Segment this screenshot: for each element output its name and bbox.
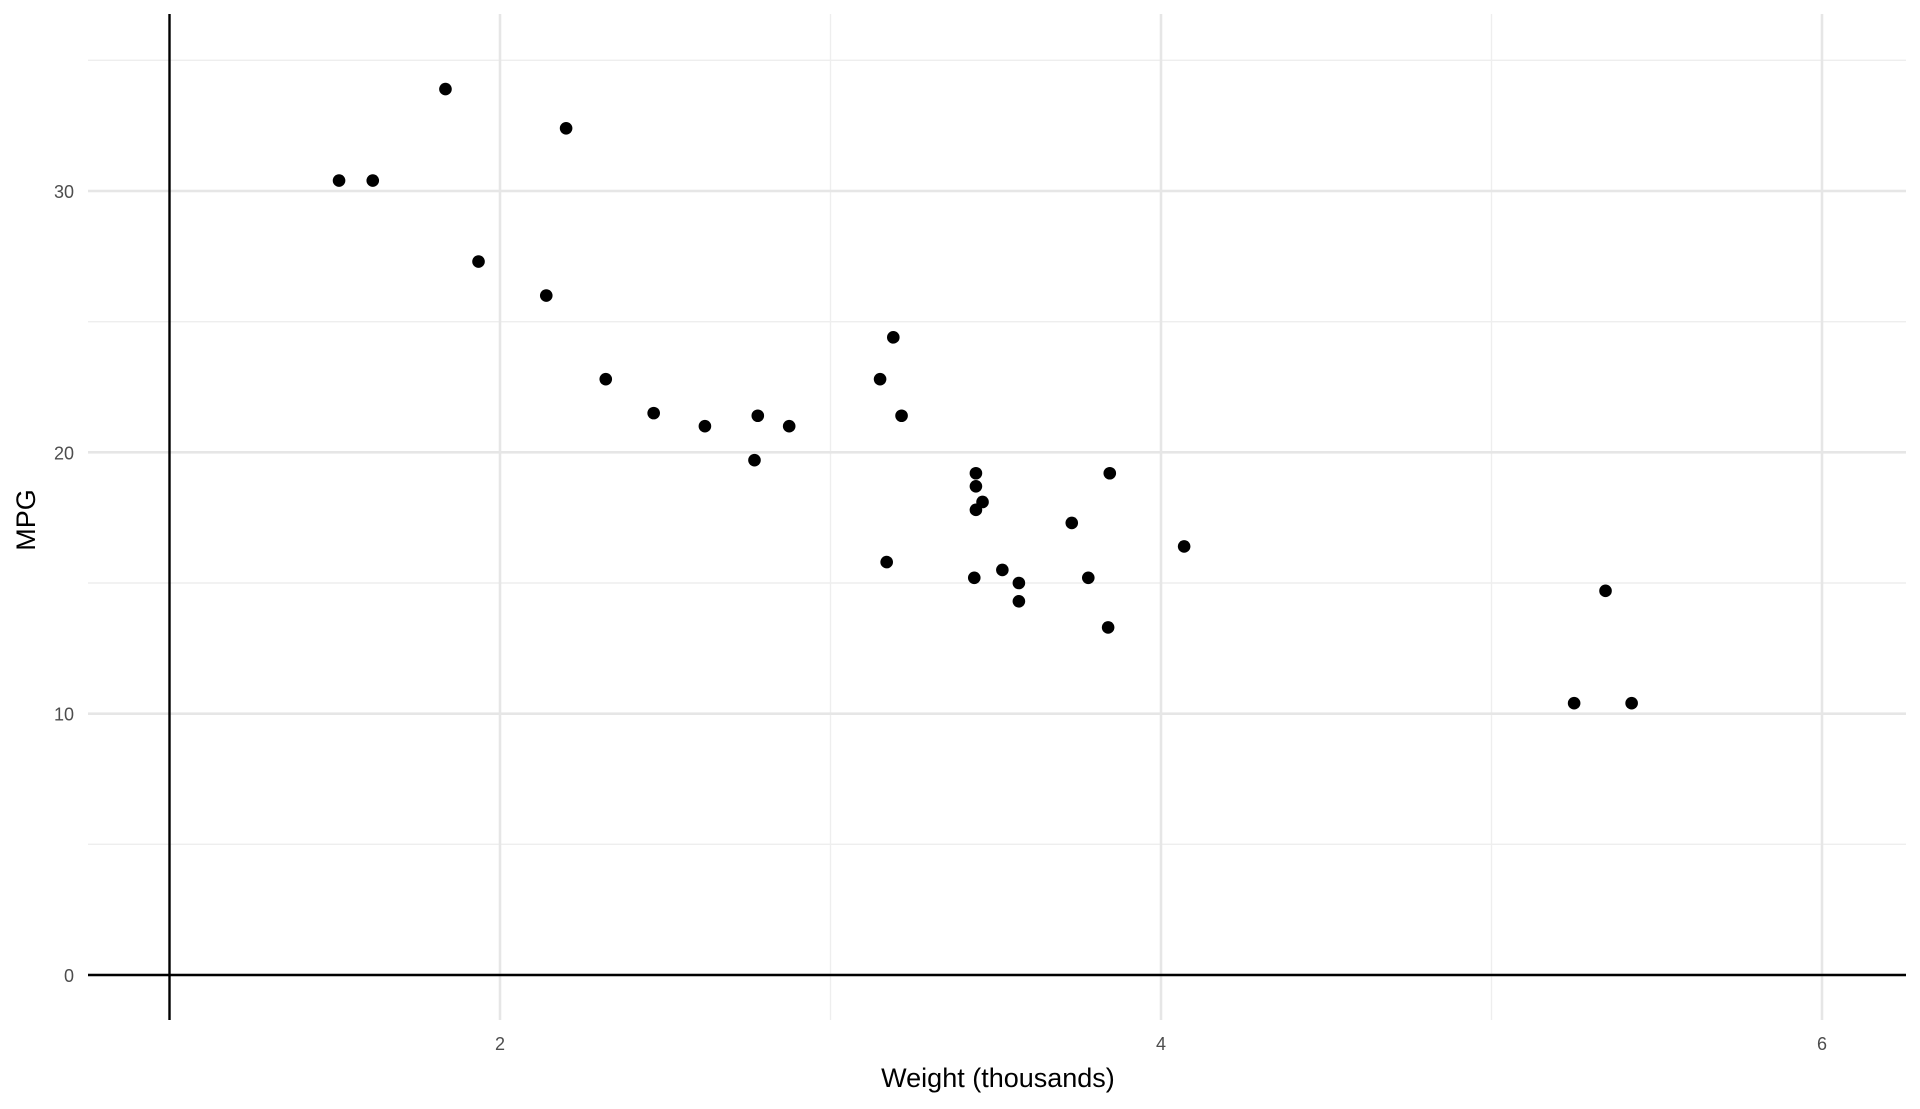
- y-tick-label: 10: [54, 705, 74, 725]
- data-point: [1101, 621, 1115, 634]
- data-point: [472, 255, 485, 268]
- y-tick-label: 20: [54, 443, 74, 463]
- data-point: [1012, 594, 1026, 608]
- x-axis-tick-labels: 2 4 6: [495, 1034, 1827, 1054]
- y-tick-label: 30: [54, 182, 74, 202]
- data-point: [751, 409, 765, 423]
- y-axis-title: MPG: [11, 489, 41, 551]
- data-point: [1599, 584, 1612, 598]
- x-tick-label: 2: [495, 1034, 505, 1054]
- data-point: [880, 555, 893, 569]
- data-point: [1065, 516, 1079, 530]
- data-point: [996, 563, 1009, 577]
- data-point: [1103, 466, 1117, 480]
- data-point: [886, 331, 900, 344]
- data-point: [873, 372, 887, 386]
- data-point: [1567, 696, 1581, 710]
- data-point: [332, 174, 346, 187]
- y-tick-label: 0: [64, 966, 74, 986]
- data-point: [647, 406, 660, 420]
- data-point: [782, 419, 796, 433]
- data-point: [1081, 571, 1095, 585]
- data-point: [366, 174, 380, 187]
- data-point: [1012, 576, 1026, 590]
- data-point: [969, 466, 983, 480]
- major-gridlines: [88, 14, 1906, 1020]
- data-point: [599, 372, 613, 386]
- x-axis-title: Weight (thousands): [881, 1063, 1115, 1093]
- data-point: [1625, 696, 1638, 710]
- data-point: [748, 453, 761, 467]
- data-point: [539, 289, 553, 302]
- reference-lines: [88, 14, 1906, 1020]
- y-axis-tick-labels: 0 10 20 30: [54, 182, 74, 986]
- data-points: [332, 82, 1638, 710]
- minor-gridlines: [88, 14, 1906, 1020]
- data-point: [976, 495, 989, 509]
- x-tick-label: 4: [1156, 1034, 1166, 1054]
- x-tick-label: 6: [1817, 1034, 1827, 1054]
- data-point: [895, 409, 908, 423]
- data-point: [969, 480, 983, 493]
- data-point: [967, 571, 981, 585]
- data-point: [559, 121, 573, 135]
- data-point: [1177, 540, 1191, 553]
- data-point: [439, 82, 452, 96]
- data-point: [698, 419, 712, 433]
